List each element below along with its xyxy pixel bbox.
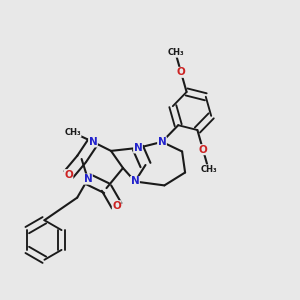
Text: O: O — [177, 67, 185, 77]
Text: N: N — [83, 174, 92, 184]
Text: N: N — [88, 137, 98, 147]
Text: O: O — [64, 169, 73, 180]
Text: CH₃: CH₃ — [167, 48, 184, 57]
Text: CH₃: CH₃ — [64, 128, 81, 137]
Text: CH₃: CH₃ — [200, 165, 217, 174]
Text: N: N — [134, 143, 142, 153]
Text: N: N — [158, 137, 166, 147]
Text: O: O — [199, 145, 207, 155]
Text: N: N — [130, 176, 140, 187]
Text: O: O — [112, 201, 121, 211]
